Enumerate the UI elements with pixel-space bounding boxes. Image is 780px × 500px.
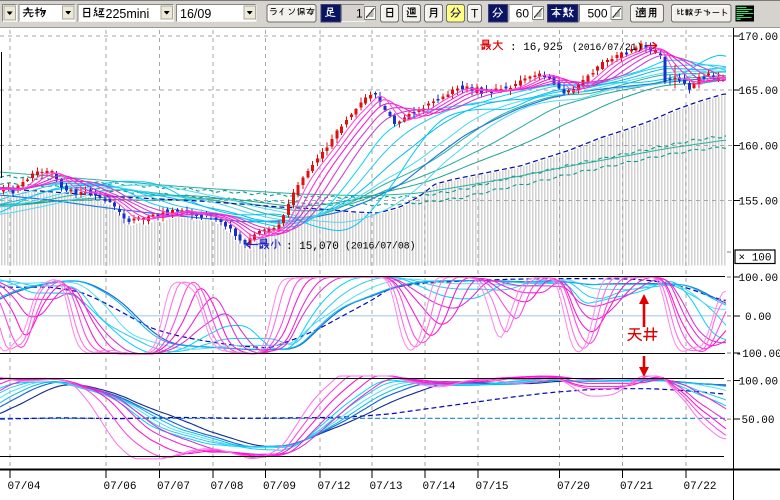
svg-text:500: 500 bbox=[587, 7, 607, 21]
svg-text:07/07: 07/07 bbox=[157, 481, 190, 493]
svg-text:100.00: 100.00 bbox=[739, 273, 779, 285]
svg-text:07/20: 07/20 bbox=[557, 481, 590, 493]
svg-text:165.00: 165.00 bbox=[739, 86, 779, 98]
svg-text:07/09: 07/09 bbox=[263, 481, 296, 493]
svg-text:170.00: 170.00 bbox=[739, 32, 779, 44]
svg-text:(2016/07/21): (2016/07/21) bbox=[572, 42, 643, 53]
svg-text:100.00: 100.00 bbox=[739, 377, 779, 389]
svg-text:× 100: × 100 bbox=[739, 253, 772, 265]
svg-text:-100.00: -100.00 bbox=[736, 349, 780, 361]
svg-text:(2016/07/08): (2016/07/08) bbox=[345, 241, 416, 252]
svg-text:T: T bbox=[471, 7, 479, 21]
svg-text:0.00: 0.00 bbox=[745, 312, 771, 324]
svg-text:16/09: 16/09 bbox=[180, 7, 211, 21]
svg-text:07/04: 07/04 bbox=[8, 481, 41, 493]
svg-text:50.00: 50.00 bbox=[742, 415, 775, 427]
svg-text:: 16,925: : 16,925 bbox=[510, 42, 563, 54]
svg-text:07/08: 07/08 bbox=[211, 481, 244, 493]
svg-text:: 15,070: : 15,070 bbox=[286, 241, 339, 253]
svg-text:07/06: 07/06 bbox=[104, 481, 137, 493]
svg-text:155.00: 155.00 bbox=[739, 197, 779, 209]
svg-text:1: 1 bbox=[356, 7, 363, 21]
svg-text:225mini: 225mini bbox=[106, 7, 150, 21]
svg-text:07/22: 07/22 bbox=[684, 481, 717, 493]
svg-text:07/15: 07/15 bbox=[476, 481, 509, 493]
svg-text:60: 60 bbox=[516, 7, 530, 21]
svg-text:160.00: 160.00 bbox=[739, 142, 779, 154]
svg-text:07/12: 07/12 bbox=[318, 481, 351, 493]
svg-text:07/14: 07/14 bbox=[423, 481, 456, 493]
svg-text:07/21: 07/21 bbox=[620, 481, 653, 493]
svg-text:07/13: 07/13 bbox=[370, 481, 403, 493]
